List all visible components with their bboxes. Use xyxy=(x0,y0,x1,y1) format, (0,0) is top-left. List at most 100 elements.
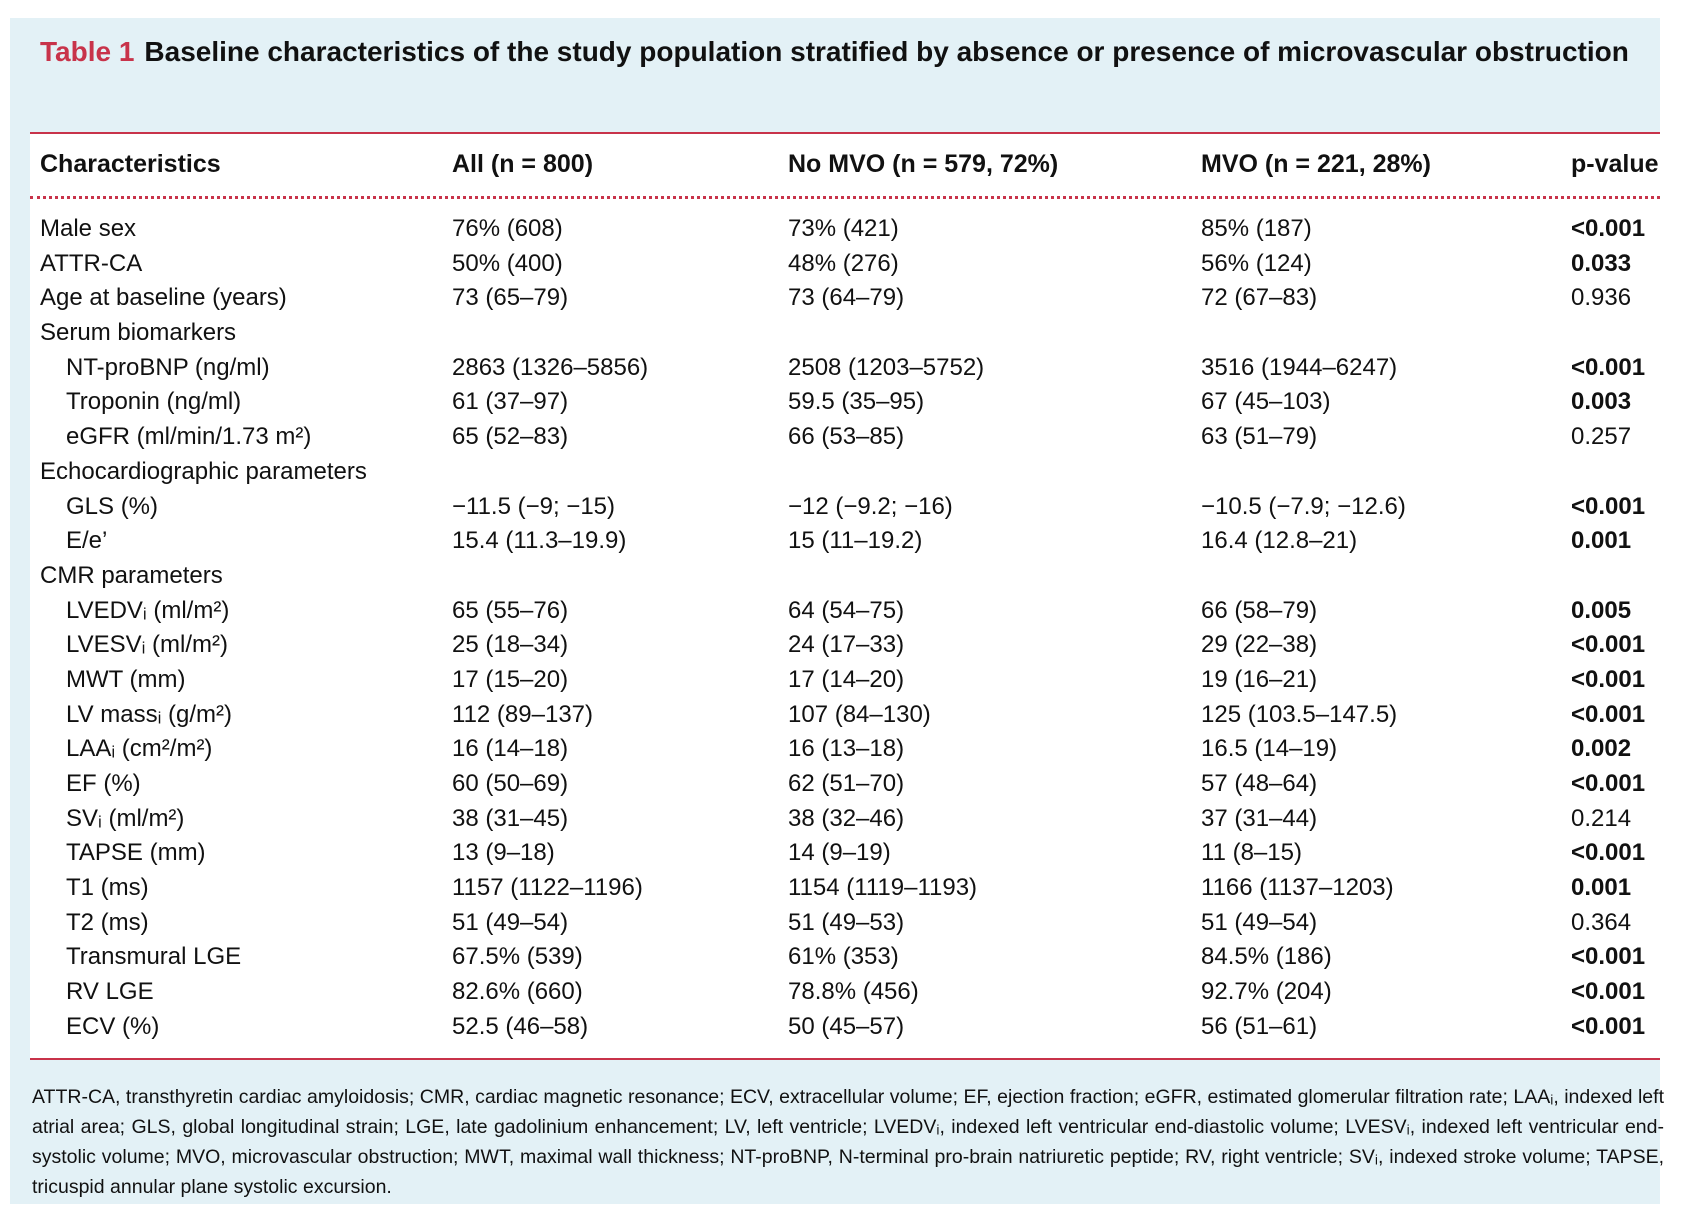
cell-p-value: <0.001 xyxy=(1571,353,1646,381)
table-row: ATTR-CA 50% (400) 48% (276) 56% (124) 0.033 xyxy=(30,247,1660,282)
table-body: Male sex 76% (608) 73% (421) 85% (187) <0.00… xyxy=(30,212,1660,1045)
cell-p-value: <0.001 xyxy=(1571,215,1646,242)
cell-mvo: 56% (124) xyxy=(1201,249,1312,277)
cell-no-mvo: 38 (32–46) xyxy=(788,804,905,832)
column-header-no-mvo: No MVO (n = 579, 72%) xyxy=(788,150,1059,178)
table-row: LVEDVᵢ (ml/m²) 65 (55–76) 64 (54–75) 66 (58… xyxy=(30,594,1660,629)
row-label: E/e’ xyxy=(66,527,108,555)
cell-no-mvo: 14 (9–19) xyxy=(788,839,891,867)
cell-all: −11.5 (−9; −15) xyxy=(452,492,616,520)
cell-all: 16 (14–18) xyxy=(452,735,569,763)
row-label: Troponin (ng/ml) xyxy=(66,388,242,416)
table-title: Table 1 Baseline characteristics of the s… xyxy=(40,32,1640,72)
cell-mvo: 56 (51–61) xyxy=(1201,1012,1318,1040)
cell-p-value: <0.001 xyxy=(1571,943,1646,971)
cell-p-value: <0.001 xyxy=(1571,700,1646,728)
row-label: Transmural LGE xyxy=(66,943,242,971)
cell-no-mvo: −12 (−9.2; −16) xyxy=(788,492,953,520)
cell-all: 13 (9–18) xyxy=(452,839,555,867)
section-label: Echocardiographic parameters xyxy=(40,457,367,485)
cell-all: 61 (37–97) xyxy=(452,388,569,416)
row-label: eGFR (ml/min/1.73 m²) xyxy=(66,423,312,451)
section-label: Serum biomarkers xyxy=(40,319,237,347)
table-number: Table 1 xyxy=(40,36,135,67)
cell-p-value: 0.005 xyxy=(1571,596,1632,624)
table-row: TAPSE (mm) 13 (9–18) 14 (9–19) 11 (8–15) <0.… xyxy=(30,836,1660,871)
cell-all: 60 (50–69) xyxy=(452,770,569,797)
table-row: SVᵢ (ml/m²) 38 (31–45) 38 (32–46) 37 (31–44… xyxy=(30,802,1660,837)
row-label: LAAᵢ (cm²/m²) xyxy=(66,735,213,763)
cell-no-mvo: 78.8% (456) xyxy=(788,978,919,1006)
cell-mvo: 63 (51–79) xyxy=(1201,423,1318,451)
cell-p-value: 0.001 xyxy=(1571,527,1632,555)
cell-mvo: 92.7% (204) xyxy=(1201,978,1332,1006)
cell-no-mvo: 15 (11–19.2) xyxy=(788,527,923,555)
table-row: T1 (ms) 1157 (1122–1196) 1154 (1119–1193) 1… xyxy=(30,871,1660,906)
header-divider xyxy=(30,196,1660,199)
cell-p-value: 0.936 xyxy=(1571,284,1632,312)
cell-mvo: 19 (16–21) xyxy=(1201,665,1318,693)
cell-p-value: <0.001 xyxy=(1571,492,1646,520)
cell-all: 76% (608) xyxy=(452,215,563,242)
table-row: LAAᵢ (cm²/m²) 16 (14–18) 16 (13–18) 16.5 (1… xyxy=(30,732,1660,767)
table-caption: Baseline characteristics of the study po… xyxy=(144,36,1629,67)
row-label: ECV (%) xyxy=(66,1012,160,1040)
table-section-row: Echocardiographic parameters xyxy=(30,455,1660,490)
cell-mvo: 3516 (1944–6247) xyxy=(1201,353,1398,381)
cell-all: 25 (18–34) xyxy=(452,631,569,659)
cell-mvo: 84.5% (186) xyxy=(1201,943,1332,971)
row-label: TAPSE (mm) xyxy=(66,839,206,867)
cell-p-value: <0.001 xyxy=(1571,839,1646,867)
row-label: RV LGE xyxy=(66,978,154,1006)
cell-p-value: <0.001 xyxy=(1571,665,1646,693)
cell-no-mvo: 48% (276) xyxy=(788,249,899,277)
cell-mvo: −10.5 (−7.9; −12.6) xyxy=(1201,492,1406,520)
row-label: Male sex xyxy=(40,215,137,242)
cell-no-mvo: 1154 (1119–1193) xyxy=(788,874,978,902)
table-row: MWT (mm) 17 (15–20) 17 (14–20) 19 (16–21) <0… xyxy=(30,663,1660,698)
row-label: NT-proBNP (ng/ml) xyxy=(66,353,270,381)
cell-all: 2863 (1326–5856) xyxy=(452,353,649,381)
cell-no-mvo: 17 (14–20) xyxy=(788,665,905,693)
row-label: EF (%) xyxy=(66,770,141,797)
column-header-all: All (n = 800) xyxy=(452,150,594,178)
cell-p-value: 0.033 xyxy=(1571,249,1632,277)
table-row: LV massᵢ (g/m²) 112 (89–137) 107 (84–130) 1… xyxy=(30,698,1660,733)
cell-p-value: <0.001 xyxy=(1571,631,1646,659)
cell-mvo: 37 (31–44) xyxy=(1201,804,1318,832)
cell-mvo: 29 (22–38) xyxy=(1201,631,1318,659)
cell-all: 112 (89–137) xyxy=(452,700,593,728)
cell-p-value: <0.001 xyxy=(1571,770,1646,797)
cell-mvo: 125 (103.5–147.5) xyxy=(1201,700,1398,728)
cell-no-mvo: 64 (54–75) xyxy=(788,596,905,624)
table-section-row: Serum biomarkers xyxy=(30,316,1660,351)
cell-mvo: 66 (58–79) xyxy=(1201,596,1318,624)
table-row: RV LGE 82.6% (660) 78.8% (456) 92.7% (204) <… xyxy=(30,975,1660,1010)
table-row: T2 (ms) 51 (49–54) 51 (49–53) 51 (49–54) 0.3… xyxy=(30,906,1660,941)
table-section-row: CMR parameters xyxy=(30,559,1660,594)
cell-p-value: 0.364 xyxy=(1571,908,1632,936)
cell-mvo: 1166 (1137–1203) xyxy=(1201,874,1394,902)
cell-no-mvo: 51 (49–53) xyxy=(788,908,905,936)
table-row: GLS (%) −11.5 (−9; −15) −12 (−9.2; −16) −10… xyxy=(30,490,1660,525)
row-label: SVᵢ (ml/m²) xyxy=(66,804,185,832)
cell-mvo: 16.4 (12.8–21) xyxy=(1201,527,1358,555)
cell-p-value: 0.214 xyxy=(1571,804,1632,832)
cell-no-mvo: 73 (64–79) xyxy=(788,284,905,312)
cell-p-value: 0.001 xyxy=(1571,874,1632,902)
cell-all: 1157 (1122–1196) xyxy=(452,874,643,902)
cell-all: 65 (55–76) xyxy=(452,596,569,624)
row-label: LVESVᵢ (ml/m²) xyxy=(66,631,228,659)
table-row: Troponin (ng/ml) 61 (37–97) 59.5 (35–95) 67… xyxy=(30,385,1660,420)
cell-p-value: 0.003 xyxy=(1571,388,1632,416)
row-label: T1 (ms) xyxy=(66,874,149,902)
cell-no-mvo: 107 (84–130) xyxy=(788,700,931,728)
table-row: ECV (%) 52.5 (46–58) 50 (45–57) 56 (51–61) <… xyxy=(30,1010,1660,1045)
cell-mvo: 51 (49–54) xyxy=(1201,908,1318,936)
table-header-row: Characteristics All (n = 800) No MVO (n … xyxy=(30,134,1660,194)
table-row: NT-proBNP (ng/ml) 2863 (1326–5856) 2508 (1… xyxy=(30,351,1660,386)
table-row: Male sex 76% (608) 73% (421) 85% (187) <0.00… xyxy=(30,212,1660,247)
row-label: GLS (%) xyxy=(66,492,159,520)
column-header-p-value: p-value xyxy=(1571,150,1659,178)
cell-no-mvo: 73% (421) xyxy=(788,215,899,242)
